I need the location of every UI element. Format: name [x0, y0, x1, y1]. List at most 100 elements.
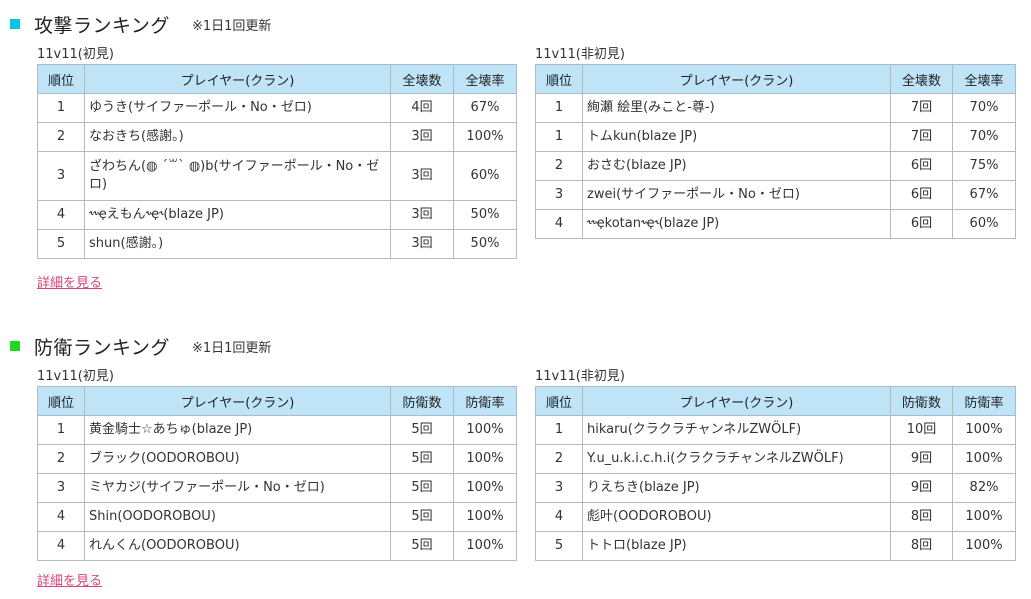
green-square-icon [10, 341, 20, 351]
cell-player: ゆうき(サイファーポール・No・ゼロ) [84, 93, 391, 123]
header-rank: 順位 [37, 64, 85, 94]
table-row: 1 絢瀬 絵里(みこと-尊-) 7回 70% [535, 93, 1016, 123]
defense-first-view-table: 順位 プレイヤー(クラン) 防衛数 防衛率 1 黄金騎士☆あちゅ(blaze J… [37, 386, 517, 561]
table-row: 2 なおきち(感謝。) 3回 100% [37, 122, 517, 152]
table-row: 1 hikaru(クラクラチャンネルZWÖLF) 10回 100% [535, 415, 1016, 445]
cell-rank: 3 [535, 473, 583, 503]
cell-player: Y.u_u.k.i.c.h.i(クラクラチャンネルZWÖLF) [582, 444, 891, 474]
table-row: 3 zwei(サイファーポール・No・ゼロ) 6回 67% [535, 180, 1016, 210]
table-row: 4 れんくん(OODOROBOU) 5回 100% [37, 531, 517, 561]
cell-count: 5回 [390, 473, 454, 503]
cell-player: shun(感謝。) [84, 229, 391, 259]
header-player: プレイヤー(クラン) [84, 386, 391, 416]
table-header-row: 順位 プレイヤー(クラン) 防衛数 防衛率 [37, 386, 517, 416]
header-rate: 防衛率 [952, 386, 1016, 416]
attack-repeat-view-table: 順位 プレイヤー(クラン) 全壊数 全壊率 1 絢瀬 絵里(みこと-尊-) 7回… [535, 64, 1016, 239]
table-row: 1 トムkun(blaze JP) 7回 70% [535, 122, 1016, 152]
cell-player: ˞˞ҿえもん˞ҿ˞(blaze JP) [84, 200, 391, 230]
cell-rate: 100% [952, 531, 1016, 561]
cell-rank: 3 [535, 180, 583, 210]
header-player: プレイヤー(クラン) [582, 64, 891, 94]
table-row: 3 ざわちん(◍ ´꒳` ◍)b(サイファーポール・No・ゼロ) 3回 60% [37, 151, 517, 201]
cell-rate: 67% [453, 93, 517, 123]
table-row: 3 ミヤカジ(サイファーポール・No・ゼロ) 5回 100% [37, 473, 517, 503]
cell-rank: 4 [535, 502, 583, 532]
table-header-row: 順位 プレイヤー(クラン) 防衛数 防衛率 [535, 386, 1016, 416]
table-row: 4 Shin(OODOROBOU) 5回 100% [37, 502, 517, 532]
cell-rate: 100% [453, 415, 517, 445]
cell-rank: 5 [37, 229, 85, 259]
cell-count: 6回 [890, 180, 953, 210]
table-row: 2 Y.u_u.k.i.c.h.i(クラクラチャンネルZWÖLF) 9回 100… [535, 444, 1016, 474]
header-rate: 全壊率 [453, 64, 517, 94]
cell-player: トトロ(blaze JP) [582, 531, 891, 561]
cell-rank: 4 [535, 209, 583, 239]
update-note: ※1日1回更新 [191, 18, 272, 34]
cell-player: zwei(サイファーポール・No・ゼロ) [582, 180, 891, 210]
header-rate: 防衛率 [453, 386, 517, 416]
header-player: プレイヤー(クラン) [582, 386, 891, 416]
table-row: 4 ˞˞ҿkotan˞ҿ˞(blaze JP) 6回 60% [535, 209, 1016, 239]
defense-details-link[interactable]: 詳細を見る [37, 574, 103, 589]
table-row: 1 ゆうき(サイファーポール・No・ゼロ) 4回 67% [37, 93, 517, 123]
attack-first-view-block: 11v11(初見) 順位 プレイヤー(クラン) 全壊数 全壊率 1 ゆうき(サイ… [37, 46, 517, 259]
header-rate: 全壊率 [952, 64, 1016, 94]
header-count: 防衛数 [890, 386, 953, 416]
attack-details-link[interactable]: 詳細を見る [37, 276, 103, 291]
table-row: 3 りえちき(blaze JP) 9回 82% [535, 473, 1016, 503]
cell-player: Shin(OODOROBOU) [84, 502, 391, 532]
cell-player: なおきち(感謝。) [84, 122, 391, 152]
cell-count: 3回 [390, 151, 454, 201]
header-rank: 順位 [37, 386, 85, 416]
cyan-square-icon [10, 19, 20, 29]
header-count: 全壊数 [390, 64, 454, 94]
header-player: プレイヤー(クラン) [84, 64, 391, 94]
cell-player: りえちき(blaze JP) [582, 473, 891, 503]
cell-rate: 50% [453, 229, 517, 259]
table-header-row: 順位 プレイヤー(クラン) 全壊数 全壊率 [535, 64, 1016, 94]
attack-repeat-view-block: 11v11(非初見) 順位 プレイヤー(クラン) 全壊数 全壊率 1 絢瀬 絵里… [535, 46, 1016, 239]
cell-rate: 100% [453, 444, 517, 474]
cell-player: 黄金騎士☆あちゅ(blaze JP) [84, 415, 391, 445]
cell-count: 9回 [890, 473, 953, 503]
defense-repeat-view-block: 11v11(非初見) 順位 プレイヤー(クラン) 防衛数 防衛率 1 hikar… [535, 368, 1016, 561]
cell-rank: 2 [37, 444, 85, 474]
cell-count: 5回 [390, 531, 454, 561]
cell-rate: 50% [453, 200, 517, 230]
cell-rank: 3 [37, 151, 85, 201]
cell-rank: 2 [535, 151, 583, 181]
table-row: 5 トトロ(blaze JP) 8回 100% [535, 531, 1016, 561]
header-rank: 順位 [535, 386, 583, 416]
cell-rank: 1 [535, 122, 583, 152]
cell-rank: 1 [535, 415, 583, 445]
cell-rate: 100% [952, 502, 1016, 532]
cell-rank: 3 [37, 473, 85, 503]
cell-rate: 100% [453, 473, 517, 503]
attack-section-title: 攻撃ランキング [34, 14, 170, 37]
cell-count: 5回 [390, 502, 454, 532]
cell-player: トムkun(blaze JP) [582, 122, 891, 152]
table-row: 4 彪叶(OODOROBOU) 8回 100% [535, 502, 1016, 532]
cell-count: 7回 [890, 93, 953, 123]
cell-count: 6回 [890, 151, 953, 181]
header-count: 防衛数 [390, 386, 454, 416]
cell-rank: 4 [37, 531, 85, 561]
cell-count: 5回 [390, 444, 454, 474]
cell-count: 7回 [890, 122, 953, 152]
cell-player: ざわちん(◍ ´꒳` ◍)b(サイファーポール・No・ゼロ) [84, 151, 391, 201]
table-caption: 11v11(非初見) [535, 47, 625, 62]
cell-count: 3回 [390, 229, 454, 259]
cell-rank: 4 [37, 502, 85, 532]
table-row: 4 ˞˞ҿえもん˞ҿ˞(blaze JP) 3回 50% [37, 200, 517, 230]
cell-rate: 70% [952, 93, 1016, 123]
cell-rate: 100% [453, 122, 517, 152]
cell-count: 8回 [890, 502, 953, 532]
table-row: 2 ブラック(OODOROBOU) 5回 100% [37, 444, 517, 474]
cell-player: hikaru(クラクラチャンネルZWÖLF) [582, 415, 891, 445]
cell-count: 10回 [890, 415, 953, 445]
cell-rate: 100% [952, 444, 1016, 474]
cell-player: おさむ(blaze JP) [582, 151, 891, 181]
cell-rate: 67% [952, 180, 1016, 210]
table-header-row: 順位 プレイヤー(クラン) 全壊数 全壊率 [37, 64, 517, 94]
cell-rank: 2 [37, 122, 85, 152]
